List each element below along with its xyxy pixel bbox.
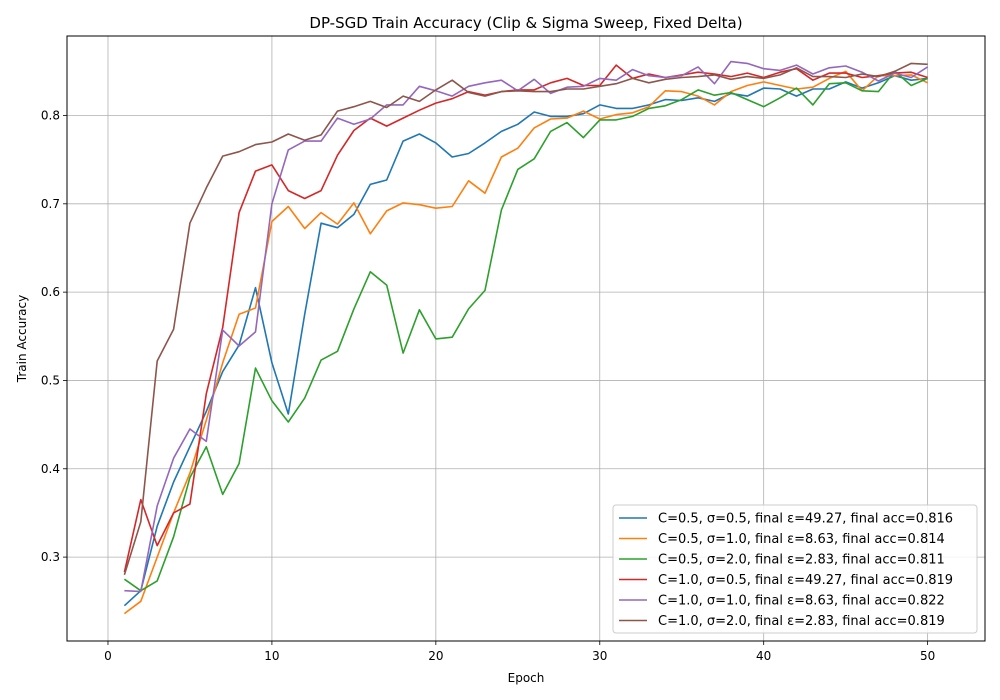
x-tick-label: 0 — [104, 649, 112, 663]
x-tick-label: 40 — [756, 649, 771, 663]
y-tick-label: 0.3 — [41, 550, 60, 564]
axis-ticks: 0 10 20 30 40 50 0.3 0.4 0.5 0.6 0.7 0.8 — [41, 108, 935, 663]
plot-frame — [66, 35, 986, 642]
y-tick-label: 0.7 — [41, 197, 60, 211]
series-line-6 — [123, 62, 928, 576]
x-tick-label: 20 — [428, 649, 443, 663]
legend: C=0.5, σ=0.5, final ε=49.27, final acc=0… — [612, 504, 978, 634]
y-tick-label: 0.5 — [41, 373, 60, 387]
legend-label: C=1.0, σ=1.0, final ε=8.63, final acc=0.… — [658, 594, 945, 609]
chart-title: DP-SGD Train Accuracy (Clip & Sigma Swee… — [309, 14, 742, 32]
y-tick-label: 0.6 — [41, 285, 60, 299]
x-axis-label: Epoch — [508, 671, 545, 685]
x-tick-label: 50 — [920, 649, 935, 663]
legend-box — [612, 504, 978, 634]
y-axis-label: Train Accuracy — [15, 295, 29, 383]
series-line-1 — [123, 74, 928, 607]
series-line-5 — [124, 60, 929, 593]
series-line-2 — [123, 70, 928, 615]
y-tick-label: 0.4 — [41, 462, 60, 476]
x-tick-label: 30 — [592, 649, 607, 663]
series-lines — [123, 60, 929, 615]
legend-label: C=0.5, σ=1.0, final ε=8.63, final acc=0.… — [658, 532, 945, 547]
x-tick-label: 10 — [264, 649, 279, 663]
y-tick-label: 0.8 — [41, 108, 60, 122]
series-line-3 — [123, 70, 928, 592]
legend-label: C=0.5, σ=2.0, final ε=2.83, final acc=0.… — [658, 553, 945, 568]
legend-label: C=1.0, σ=0.5, final ε=49.27, final acc=0… — [658, 573, 953, 588]
legend-label: C=0.5, σ=0.5, final ε=49.27, final acc=0… — [658, 512, 953, 527]
legend-label: C=1.0, σ=2.0, final ε=2.83, final acc=0.… — [658, 614, 945, 629]
